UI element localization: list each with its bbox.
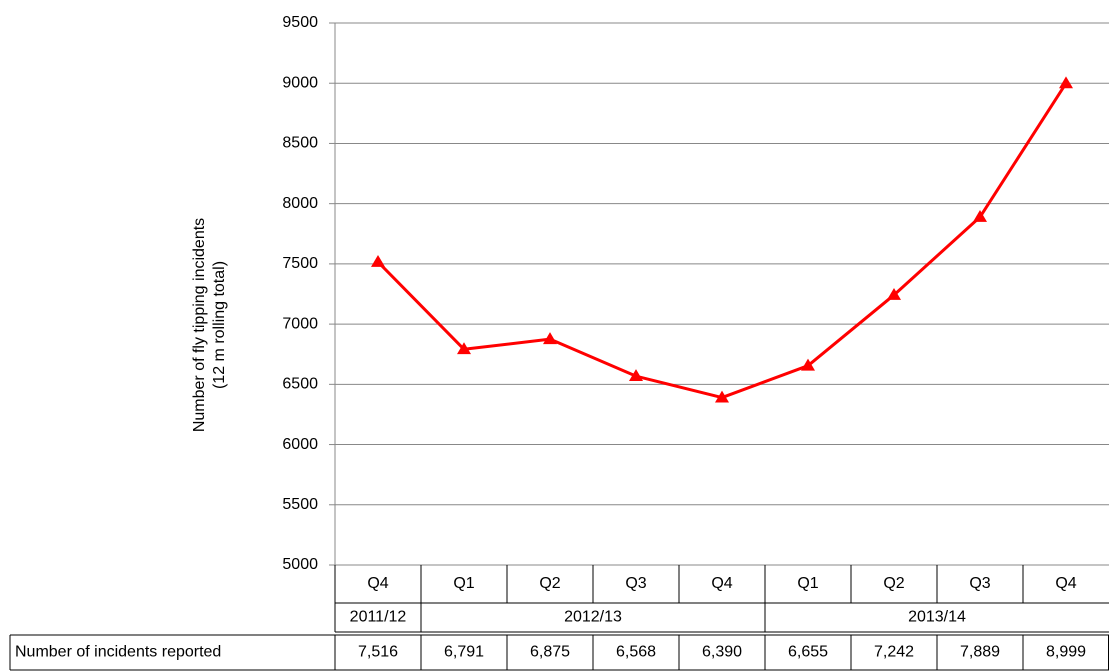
marker (457, 342, 471, 355)
table-value: 6,791 (444, 644, 484, 661)
table-row-label: Number of incidents reported (15, 644, 221, 661)
x-tick-label: Q4 (1055, 575, 1076, 592)
x-group-label: 2012/13 (564, 609, 622, 626)
table-value: 8,999 (1046, 644, 1086, 661)
table-value: 7,242 (874, 644, 914, 661)
line (376, 82, 1068, 400)
table-value: 6,568 (616, 644, 656, 661)
marker (543, 332, 557, 345)
y-tick-label: 8000 (282, 195, 318, 212)
y-tick-label: 6000 (282, 436, 318, 453)
marker (1059, 76, 1073, 89)
y-tick-label: 9000 (282, 74, 318, 91)
x-tick-label: Q3 (969, 575, 990, 592)
table-value: 6,655 (788, 644, 828, 661)
table-value: 7,516 (358, 644, 398, 661)
marker (973, 210, 987, 222)
marker (371, 254, 385, 267)
marker (715, 390, 729, 403)
y-tick-label: 8500 (282, 135, 318, 152)
y-axis-label: Number of fly tipping incidents (191, 218, 208, 432)
table-value: 6,875 (530, 644, 570, 661)
y-tick-label: 5000 (282, 556, 318, 573)
x-tick-label: Q3 (625, 575, 646, 592)
marker (887, 287, 901, 300)
x-group-label: 2013/14 (908, 609, 966, 626)
x-group-label: 2011/12 (350, 609, 407, 626)
table-value: 7,889 (960, 644, 1000, 661)
x-tick-label: Q2 (539, 575, 560, 592)
x-tick-label: Q4 (367, 575, 388, 592)
x-tick-label: Q2 (883, 575, 904, 592)
x-tick-label: Q4 (711, 575, 732, 592)
y-tick-label: 9500 (282, 14, 318, 31)
y-tick-label: 5500 (282, 496, 318, 513)
marker (629, 369, 643, 382)
y-tick-label: 6500 (282, 376, 318, 393)
table-value: 6,390 (702, 644, 742, 661)
x-tick-label: Q1 (797, 575, 818, 592)
y-tick-label: 7500 (282, 255, 318, 272)
marker (801, 358, 815, 371)
y-axis-label: (12 m rolling total) (211, 261, 228, 389)
x-tick-label: Q1 (453, 575, 474, 592)
y-tick-label: 7000 (282, 315, 318, 332)
